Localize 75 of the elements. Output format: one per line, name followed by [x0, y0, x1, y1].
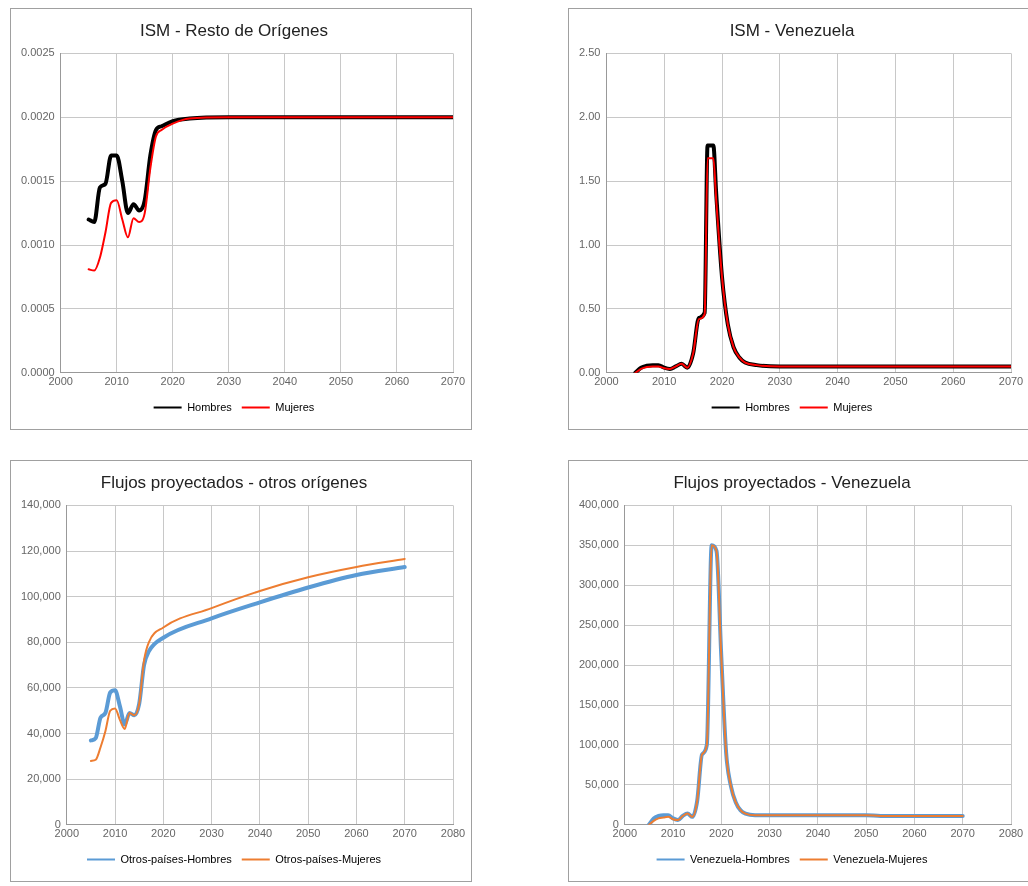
x-tick-label: 2070 [392, 827, 417, 840]
x-tick-label: 2010 [660, 827, 686, 840]
x-tick-label: 2000 [594, 375, 619, 388]
y-tick-label: 2.00 [578, 110, 601, 123]
y-tick-label: 100,000 [21, 589, 61, 602]
x-tick-label: 2060 [344, 827, 369, 840]
x-tick-label: 2050 [883, 375, 908, 388]
legend-label: Hombres [745, 400, 791, 413]
legend-label: Mujeres [833, 400, 873, 413]
x-tick-label: 2050 [295, 827, 321, 840]
x-tick-label: 2060 [902, 827, 927, 840]
x-tick-label: 2020 [709, 827, 734, 840]
chart-title: ISM - Resto de Orígenes [139, 20, 329, 40]
x-tick-label: 2030 [767, 375, 793, 388]
y-tick-label: 80,000 [27, 635, 61, 648]
x-tick-label: 2000 [612, 827, 637, 840]
y-tick-label: 2.50 [578, 46, 601, 59]
y-tick-label: 60,000 [27, 680, 61, 693]
x-tick-label: 2000 [54, 827, 79, 840]
x-tick-label: 2030 [757, 827, 782, 840]
y-tick-label: 0.0005 [20, 301, 55, 314]
y-tick-label: 0.0020 [20, 110, 55, 123]
x-tick-label: 2070 [998, 375, 1024, 388]
x-tick-label: 2040 [247, 827, 273, 840]
x-tick-label: 2010 [104, 375, 129, 388]
chart-title: ISM - Venezuela [729, 20, 855, 40]
y-tick-label: 140,000 [21, 498, 61, 511]
y-tick-label: 100,000 [579, 737, 619, 750]
x-tick-label: 2060 [384, 375, 410, 388]
x-tick-label: 2070 [440, 375, 466, 388]
x-tick-label: 2010 [102, 827, 128, 840]
x-tick-label: 2040 [825, 375, 850, 388]
x-tick-label: 2080 [998, 827, 1024, 840]
y-tick-label: 350,000 [579, 538, 619, 551]
x-tick-label: 2060 [940, 375, 966, 388]
x-tick-label: 2040 [805, 827, 831, 840]
y-tick-label: 0 [54, 817, 61, 830]
x-tick-label: 2050 [328, 375, 354, 388]
x-tick-label: 2030 [199, 827, 224, 840]
y-tick-label: 400,000 [579, 498, 619, 511]
y-tick-label: 120,000 [21, 544, 61, 557]
x-tick-label: 2050 [853, 827, 879, 840]
y-tick-label: 200,000 [579, 658, 619, 671]
legend-label: Otros-países-Hombres [120, 852, 233, 865]
y-tick-label: 0.50 [578, 301, 601, 314]
y-tick-label: 1.00 [578, 238, 601, 251]
x-tick-label: 2020 [151, 827, 176, 840]
y-tick-label: 0 [612, 817, 619, 830]
legend-label: Hombres [187, 400, 233, 413]
x-tick-label: 2080 [440, 827, 466, 840]
x-tick-label: 2030 [216, 375, 242, 388]
chart-title: Flujos proyectados - Venezuela [673, 472, 912, 492]
chart-title: Flujos proyectados - otros orígenes [100, 472, 368, 492]
x-tick-label: 2040 [272, 375, 298, 388]
x-tick-label: 2070 [950, 827, 975, 840]
y-tick-label: 40,000 [27, 726, 61, 739]
y-tick-label: 0.0010 [20, 238, 55, 251]
y-tick-label: 300,000 [579, 578, 619, 591]
y-tick-label: 1.50 [578, 174, 601, 187]
x-tick-label: 2020 [709, 375, 735, 388]
legend-label: Mujeres [275, 400, 315, 413]
y-tick-label: 20,000 [27, 772, 61, 785]
y-tick-label: 250,000 [579, 618, 619, 631]
x-tick-label: 2010 [651, 375, 677, 388]
y-tick-label: 0.0015 [20, 174, 55, 187]
legend-label: Venezuela-Mujeres [833, 852, 928, 865]
y-tick-label: 50,000 [585, 777, 619, 790]
y-tick-label: 150,000 [579, 698, 619, 711]
x-tick-label: 2020 [160, 375, 185, 388]
legend-label: Venezuela-Hombres [690, 852, 791, 865]
y-tick-label: 0.0000 [20, 365, 55, 378]
y-tick-label: 0.00 [578, 365, 601, 378]
legend-label: Otros-países-Mujeres [275, 852, 382, 865]
x-tick-label: 2000 [48, 375, 73, 388]
y-tick-label: 0.0025 [20, 46, 55, 59]
